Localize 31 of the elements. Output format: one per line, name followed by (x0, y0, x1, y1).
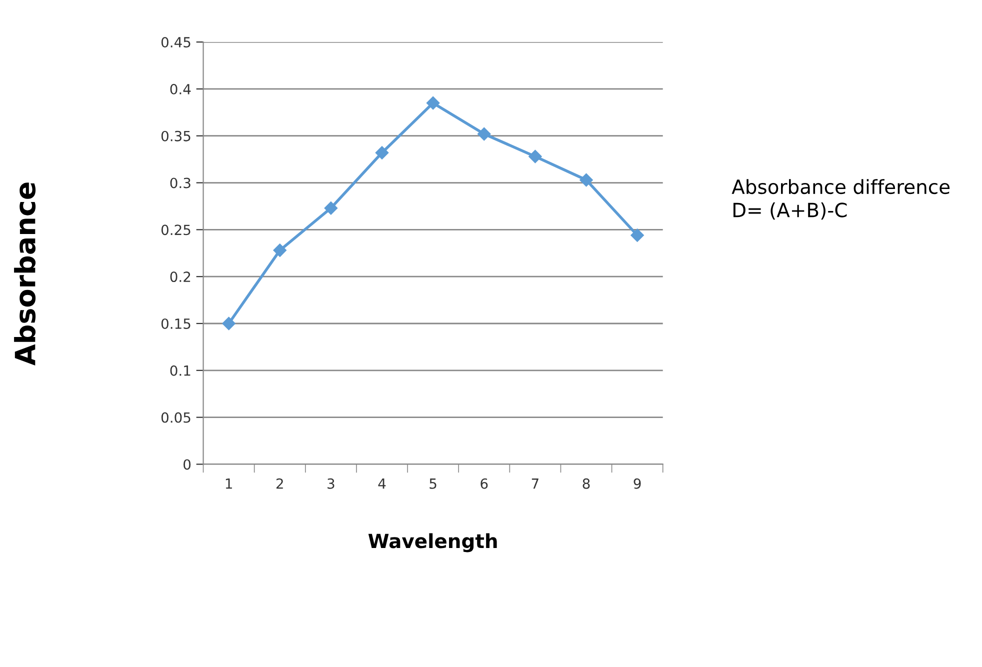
y-tick-label: 0.2 (170, 272, 190, 282)
point (528, 150, 542, 164)
x-tick-label: 7 (532, 478, 538, 489)
text: Absorbance difference D= (A+B)-C (732, 179, 950, 220)
point (324, 202, 338, 215)
point (375, 146, 389, 160)
x-tick-label: 4 (378, 478, 386, 489)
x-tick-label: 3 (328, 478, 334, 489)
y-tick-label: 0.3 (170, 178, 190, 188)
point (222, 316, 236, 330)
point (630, 228, 644, 242)
x-tick-label: 8 (582, 478, 590, 489)
y-tick-label: 0.25 (161, 224, 190, 236)
y-tick-label: 0.1 (170, 365, 190, 376)
x-tick-label: 9 (634, 478, 641, 489)
y-tick-label: 0 (184, 459, 191, 470)
x-tick-label: 6 (480, 478, 488, 489)
point (580, 173, 593, 187)
x-tick-label: 2 (276, 478, 283, 489)
point (273, 244, 286, 257)
y-tick-label: 0.4 (170, 84, 191, 94)
y-tick-label: 0.35 (161, 130, 190, 142)
y-tick-label: 0.45 (161, 36, 190, 48)
point (478, 127, 491, 141)
x-axis-title: Wavelength (368, 533, 497, 552)
x-tick-label: 5 (430, 478, 436, 489)
y-tick-label: 0.15 (161, 318, 190, 329)
y-axis-title: Absorbance (14, 182, 36, 366)
y-tick-label: 0.05 (161, 412, 190, 423)
x-tick-label: 1 (226, 478, 232, 489)
point (426, 96, 440, 110)
